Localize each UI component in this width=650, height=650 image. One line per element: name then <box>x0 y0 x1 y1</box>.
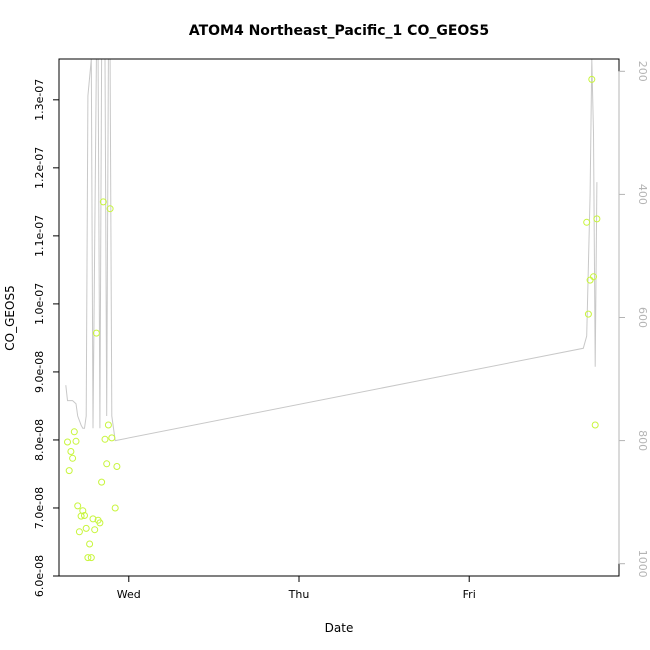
left-tick-label: 6.0e-08 <box>33 555 46 597</box>
left-tick-label: 1.2e-07 <box>33 147 46 189</box>
bottom-tick-label: Fri <box>463 588 476 601</box>
data-point <box>74 502 82 510</box>
bottom-tick-label: Wed <box>117 588 141 601</box>
data-point <box>108 434 116 442</box>
bottom-axis: Wed Thu Fri <box>117 575 476 601</box>
right-tick-label: 800 <box>636 430 649 451</box>
data-point <box>111 504 119 512</box>
data-point <box>590 273 597 281</box>
points-layer <box>64 75 601 562</box>
data-point <box>81 512 88 519</box>
right-tick-label: 200 <box>636 61 649 82</box>
chart-title: ATOM4 Northeast_Pacific_1 CO_GEOS5 <box>189 23 489 39</box>
pressure-line-layer <box>65 58 598 442</box>
data-point <box>113 463 121 470</box>
left-axis: 6.0e-08 7.0e-08 8.0e-08 9.0e-08 1.0e-07 1.1e-… <box>33 79 60 597</box>
bottom-tick-label: Thu <box>288 588 310 601</box>
data-point <box>79 507 87 515</box>
left-tick-label: 1.1e-07 <box>33 215 46 257</box>
data-point <box>67 448 75 455</box>
left-tick-label: 7.0e-08 <box>33 487 46 529</box>
data-point <box>588 75 596 83</box>
data-point <box>98 478 106 486</box>
left-tick-label: 1.0e-07 <box>33 283 46 325</box>
data-point <box>70 428 78 436</box>
right-tick-label: 400 <box>636 184 649 205</box>
data-point <box>89 515 97 523</box>
y-axis-label: CO_GEOS5 <box>3 285 17 350</box>
data-point <box>583 218 591 226</box>
data-point <box>69 454 77 462</box>
right-axis: 200 400 600 800 1000 <box>618 61 649 578</box>
data-point <box>86 540 94 548</box>
left-tick-label: 8.0e-08 <box>33 419 46 461</box>
plot-frame <box>58 58 620 577</box>
data-point <box>591 421 599 429</box>
right-tick-label: 600 <box>636 307 649 328</box>
data-point <box>65 467 73 475</box>
data-point <box>593 215 601 223</box>
data-point <box>99 198 107 206</box>
pressure-line <box>65 58 598 442</box>
right-tick-label: 1000 <box>636 550 649 578</box>
data-point <box>82 524 90 532</box>
data-point <box>584 310 592 318</box>
data-point <box>104 421 112 429</box>
data-point <box>103 460 111 468</box>
data-point <box>91 526 99 534</box>
data-point <box>84 554 92 562</box>
left-tick-label: 9.0e-08 <box>33 351 46 393</box>
data-point <box>72 437 80 445</box>
x-axis-label: Date <box>325 621 354 635</box>
data-point <box>64 438 71 446</box>
data-point <box>101 435 109 443</box>
data-point <box>96 519 104 527</box>
data-point <box>106 205 114 213</box>
data-point <box>92 329 100 337</box>
left-tick-label: 1.3e-07 <box>33 79 46 121</box>
data-point <box>75 528 83 536</box>
data-point <box>87 554 95 562</box>
